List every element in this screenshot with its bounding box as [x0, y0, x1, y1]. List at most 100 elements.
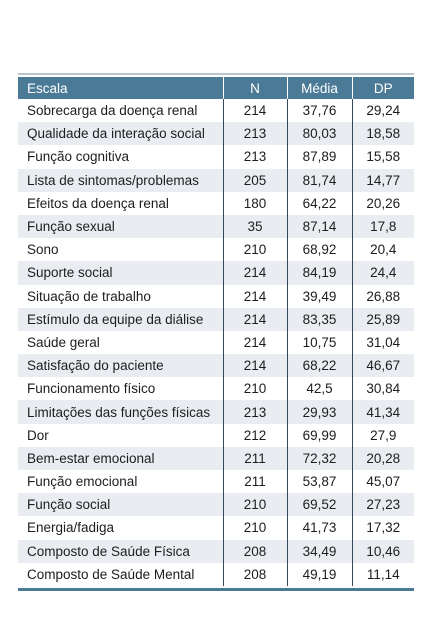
- results-table: Escala N Média DP Sobrecarga da doença r…: [18, 77, 414, 586]
- cell-n: 213: [222, 122, 287, 146]
- table-row: Função cognitiva 213 87,89 15,58: [18, 145, 414, 169]
- cell-mean: 39,49: [286, 284, 352, 308]
- cell-scale: Composto de Saúde Física: [27, 543, 190, 559]
- cell-sd: 11,14: [351, 562, 414, 586]
- cell-mean: 42,5: [286, 377, 352, 401]
- cell-scale: Função cognitiva: [27, 149, 130, 165]
- cell-mean: 72,32: [286, 446, 352, 470]
- cell-mean: 81,74: [286, 168, 352, 192]
- cell-sd: 30,84: [351, 377, 414, 401]
- cell-sd: 20,26: [351, 191, 414, 215]
- table-row: Bem-estar emocional 211 72,32 20,28: [18, 446, 414, 470]
- table-row: Efeitos da doença renal 180 64,22 20,26: [18, 191, 414, 215]
- table-row: Limitações das funções físicas 213 29,93 41…: [18, 400, 414, 424]
- cell-n: 214: [222, 354, 287, 378]
- header-n: N: [222, 77, 287, 99]
- cell-n: 214: [222, 261, 287, 285]
- cell-scale: Composto de Saúde Mental: [27, 566, 195, 582]
- table-row: Qualidade da interação social 213 80,03 18,…: [18, 122, 414, 146]
- table-row: Energia/fadiga 210 41,73 17,32: [18, 516, 414, 540]
- table-row: Dor 212 69,99 27,9: [18, 423, 414, 447]
- cell-mean: 84,19: [286, 261, 352, 285]
- table-row: Funcionamento físico 210 42,5 30,84: [18, 377, 414, 401]
- cell-mean: 34,49: [286, 539, 352, 563]
- table-row: Função sexual 35 87,14 17,8: [18, 214, 414, 239]
- top-rule: [18, 73, 414, 75]
- cell-mean: 41,73: [286, 516, 352, 540]
- cell-mean: 68,92: [286, 238, 352, 262]
- cell-mean: 68,22: [286, 354, 352, 378]
- cell-mean: 29,93: [286, 400, 352, 424]
- cell-scale: Energia/fadiga: [27, 520, 115, 536]
- results-table-container: Escala N Média DP Sobrecarga da doença r…: [18, 73, 414, 591]
- cell-scale: Satisfação do paciente: [27, 358, 164, 374]
- cell-sd: 17,32: [351, 516, 414, 540]
- cell-sd: 14,77: [351, 168, 414, 192]
- table-header: Escala N Média DP: [18, 77, 414, 99]
- cell-scale: Efeitos da doença renal: [27, 195, 169, 211]
- cell-scale: Lista de sintomas/problemas: [27, 172, 199, 188]
- cell-scale: Dor: [27, 427, 49, 443]
- cell-mean: 37,76: [286, 99, 352, 123]
- cell-sd: 25,89: [351, 307, 414, 331]
- cell-n: 208: [222, 562, 287, 586]
- cell-scale: Saúde geral: [27, 334, 100, 350]
- cell-n: 210: [222, 493, 287, 517]
- cell-sd: 26,88: [351, 284, 414, 308]
- cell-mean: 87,89: [286, 145, 352, 169]
- cell-n: 205: [222, 168, 287, 192]
- cell-sd: 27,23: [351, 493, 414, 517]
- cell-n: 213: [222, 145, 287, 169]
- cell-scale: Função emocional: [27, 474, 138, 490]
- cell-sd: 15,58: [351, 145, 414, 169]
- cell-mean: 10,75: [286, 330, 352, 355]
- cell-scale: Situação de trabalho: [27, 288, 151, 304]
- table-row: Função emocional 211 53,87 45,07: [18, 470, 414, 494]
- cell-n: 35: [222, 214, 287, 239]
- cell-n: 210: [222, 377, 287, 401]
- cell-scale: Suporte social: [27, 265, 113, 281]
- table-row: Estímulo da equipe da diálise 214 83,35 25,…: [18, 307, 414, 331]
- table-row: Suporte social 214 84,19 24,4: [18, 261, 414, 285]
- table-row: Composto de Saúde Física 208 34,49 10,46: [18, 539, 414, 563]
- cell-scale: Função social: [27, 497, 111, 513]
- header-scale: Escala: [27, 80, 68, 96]
- table-body: Sobrecarga da doença renal 214 37,76 29,24 Q…: [18, 99, 414, 586]
- cell-sd: 20,28: [351, 446, 414, 470]
- cell-n: 180: [222, 191, 287, 215]
- table-row: Satisfação do paciente 214 68,22 46,67: [18, 354, 414, 378]
- cell-scale: Sobrecarga da doença renal: [27, 103, 198, 119]
- cell-mean: 83,35: [286, 307, 352, 331]
- cell-n: 214: [222, 307, 287, 331]
- cell-n: 211: [222, 446, 287, 470]
- cell-scale: Bem-estar emocional: [27, 450, 155, 466]
- cell-sd: 10,46: [351, 539, 414, 563]
- cell-n: 211: [222, 470, 287, 494]
- cell-mean: 49,19: [286, 562, 352, 586]
- cell-mean: 69,52: [286, 493, 352, 517]
- table-row: Sono 210 68,92 20,4: [18, 238, 414, 262]
- cell-sd: 45,07: [351, 470, 414, 494]
- cell-scale: Limitações das funções físicas: [27, 404, 211, 420]
- cell-sd: 18,58: [351, 122, 414, 146]
- table-row: Saúde geral 214 10,75 31,04: [18, 330, 414, 355]
- cell-scale: Estímulo da equipe da diálise: [27, 311, 204, 327]
- cell-scale: Qualidade da interação social: [27, 126, 205, 142]
- cell-n: 208: [222, 539, 287, 563]
- table-row: Sobrecarga da doença renal 214 37,76 29,24: [18, 99, 414, 123]
- cell-mean: 69,99: [286, 423, 352, 447]
- cell-sd: 41,34: [351, 400, 414, 424]
- header-mean: Média: [286, 77, 352, 99]
- cell-scale: Funcionamento físico: [27, 381, 156, 397]
- cell-mean: 87,14: [286, 214, 352, 239]
- cell-sd: 46,67: [351, 354, 414, 378]
- table-row: Situação de trabalho 214 39,49 26,88: [18, 284, 414, 308]
- table-row: Função social 210 69,52 27,23: [18, 493, 414, 517]
- cell-scale: Sono: [27, 242, 59, 258]
- cell-sd: 27,9: [351, 423, 414, 447]
- cell-n: 210: [222, 516, 287, 540]
- cell-sd: 29,24: [351, 99, 414, 123]
- table-row: Lista de sintomas/problemas 205 81,74 14,77: [18, 168, 414, 192]
- cell-n: 214: [222, 330, 287, 355]
- cell-mean: 64,22: [286, 191, 352, 215]
